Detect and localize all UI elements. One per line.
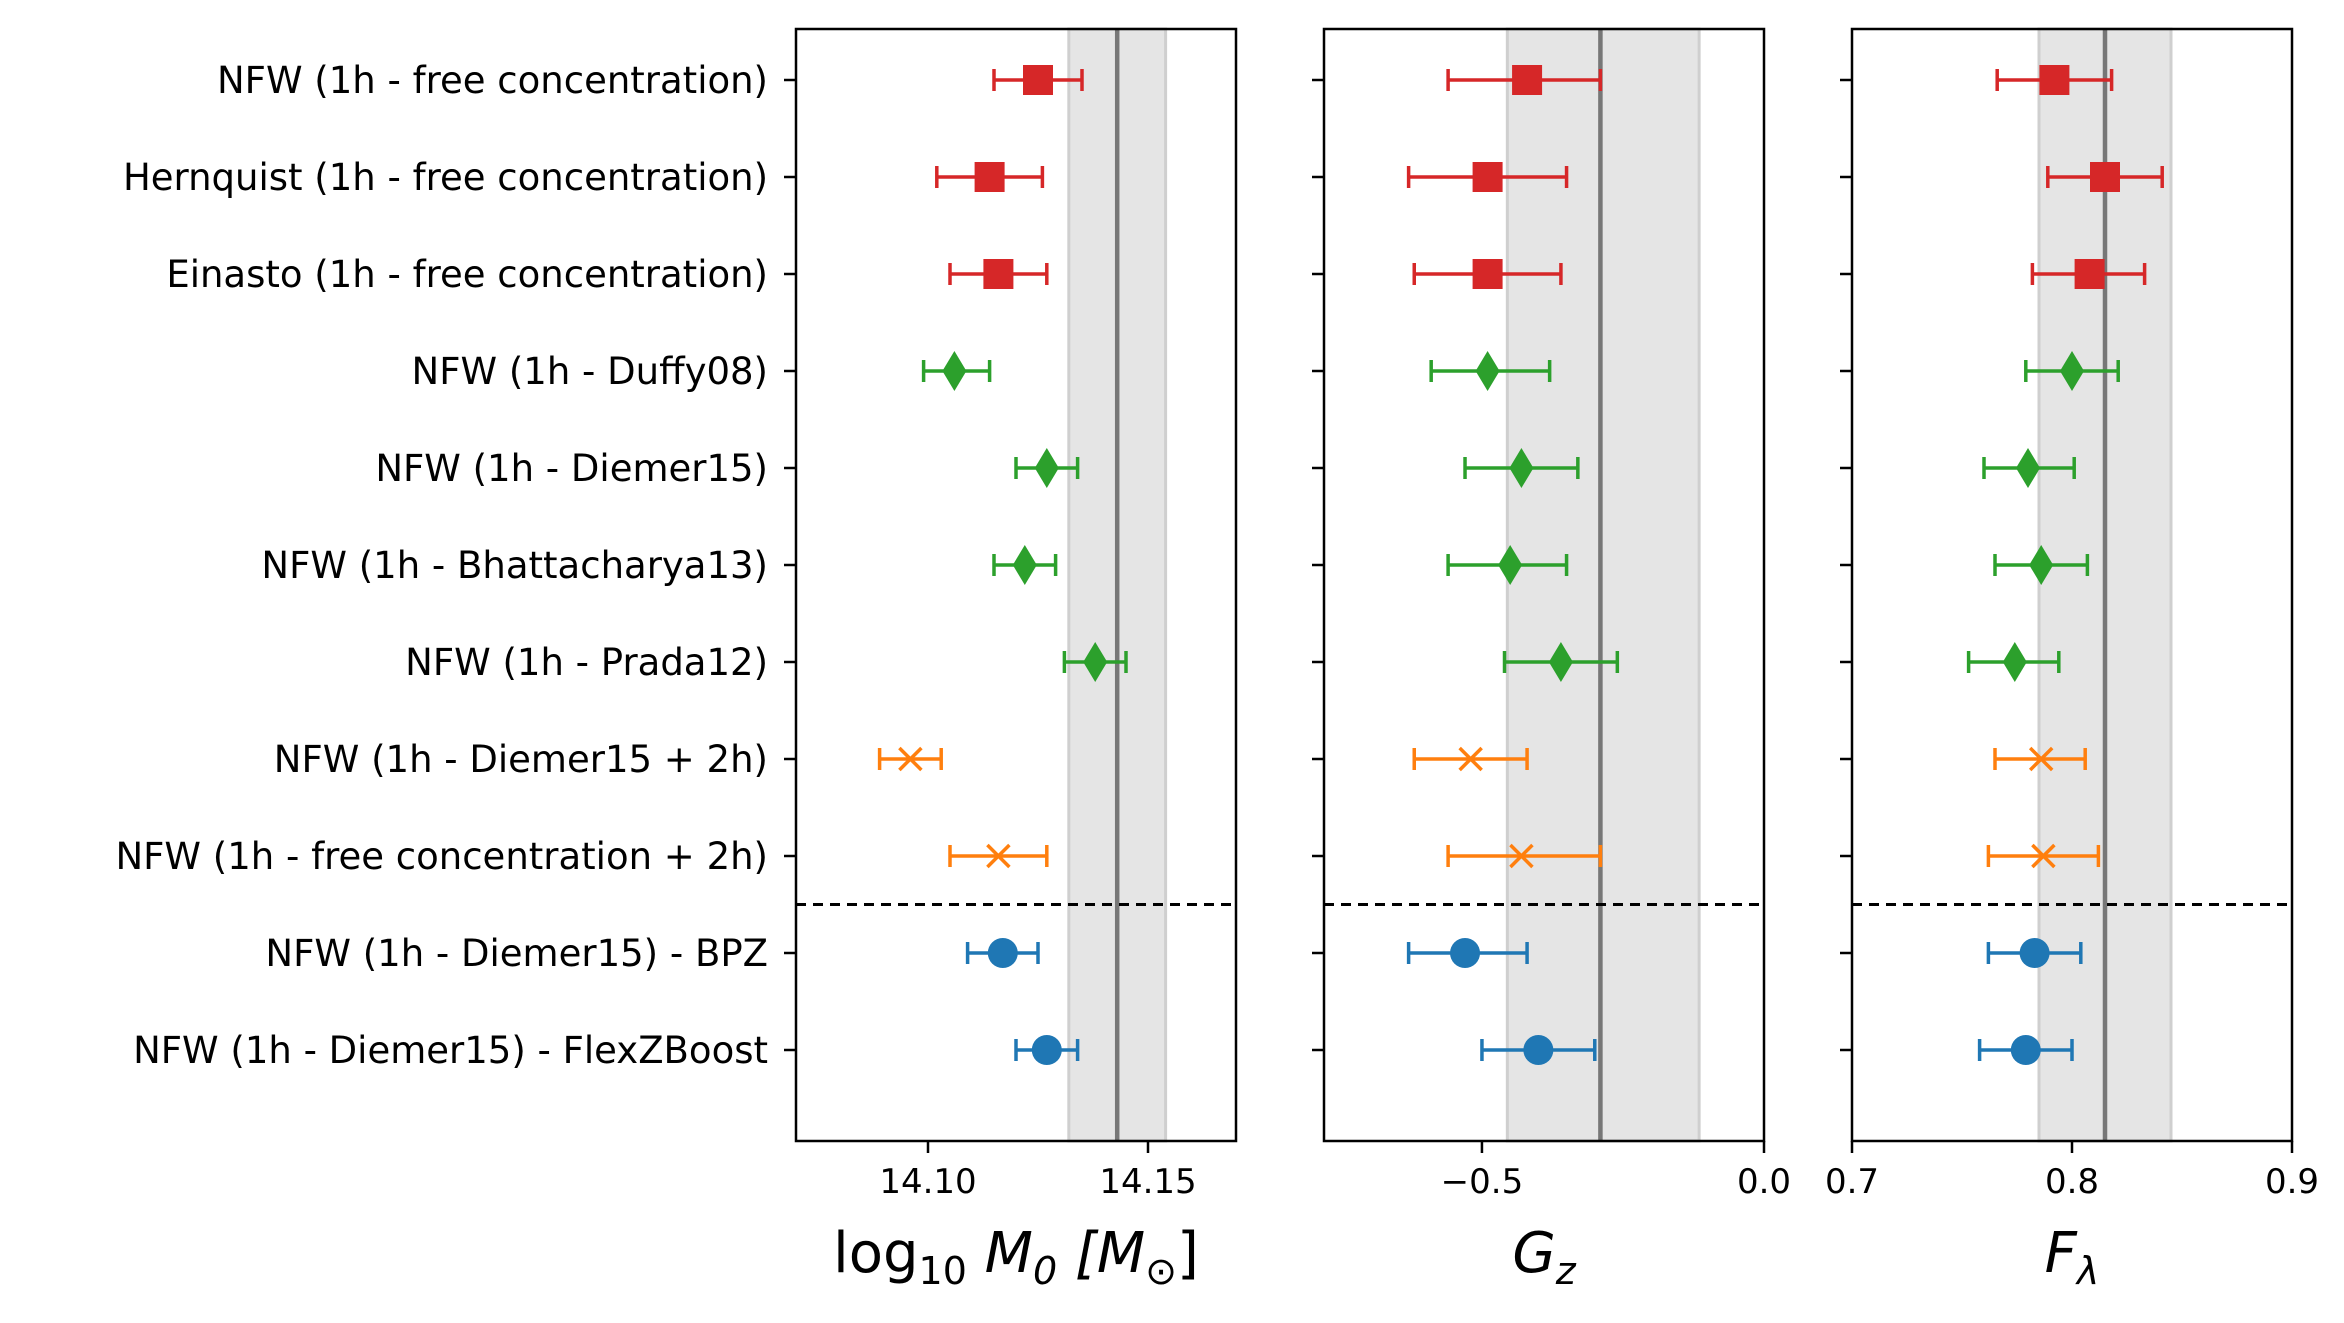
marker-diamond	[1498, 545, 1523, 585]
marker-x	[2028, 746, 2054, 772]
data-point	[1982, 448, 2076, 488]
row-label: NFW (1h - Bhattacharya13)	[261, 544, 768, 587]
marker-diamond	[1475, 351, 1500, 391]
row-label: NFW (1h - free concentration)	[217, 59, 768, 102]
marker-diamond	[2060, 351, 2084, 391]
data-point	[935, 162, 1045, 192]
marker-circle	[1450, 938, 1481, 968]
x-tick-label: 0.8	[2045, 1162, 2099, 1202]
marker-diamond	[1012, 545, 1037, 585]
data-point	[1014, 1035, 1080, 1065]
row-label: NFW (1h - Diemer15) - BPZ	[265, 932, 768, 975]
panel-3: 0.7 0.8 0.9 Fλ	[1825, 27, 2319, 1293]
row-label: NFW (1h - Diemer15) - FlexZBoost	[133, 1029, 768, 1072]
marker-square	[983, 259, 1014, 289]
x-tick-label: 14.10	[879, 1162, 976, 1202]
data-point	[2024, 351, 2120, 391]
marker-square	[1023, 65, 1053, 95]
data-point	[1412, 259, 1563, 289]
marker-circle	[987, 938, 1018, 968]
panel-2: −0.5 0.0 Gz	[1312, 27, 1791, 1293]
data-point	[1412, 746, 1529, 772]
data-point	[1062, 642, 1128, 682]
marker-diamond	[1509, 448, 1534, 488]
marker-diamond	[1034, 448, 1059, 488]
data-point	[1480, 1035, 1597, 1065]
marker-square	[1472, 162, 1503, 192]
marker-square	[1512, 65, 1543, 95]
data-point	[1446, 65, 1603, 95]
marker-diamond	[2029, 545, 2054, 585]
marker-square	[2039, 65, 2070, 95]
data-point	[1406, 938, 1529, 968]
marker-x	[898, 746, 923, 772]
data-point	[1977, 1035, 2074, 1065]
panel-1: 14.10 14.15 log10 M0 [M⊙]	[784, 27, 1238, 1293]
marker-square	[1472, 259, 1503, 289]
data-point	[965, 938, 1040, 968]
x-tick-label: 0.0	[1737, 1162, 1791, 1202]
marker-x	[1458, 746, 1483, 772]
data-point	[992, 545, 1058, 585]
data-point	[1966, 642, 2061, 682]
data-point	[1993, 746, 2087, 772]
marker-diamond	[1548, 642, 1573, 682]
x-tick-label: 14.15	[1099, 1162, 1196, 1202]
data-point	[1993, 545, 2090, 585]
marker-diamond	[2016, 448, 2040, 488]
data-point	[877, 746, 943, 772]
x-tick-label: 0.9	[2265, 1162, 2319, 1202]
data-point	[1995, 65, 2114, 95]
panel-frame	[794, 27, 1238, 1143]
row-label: NFW (1h - Duffy08)	[412, 350, 768, 393]
data-point	[948, 259, 1049, 289]
data-point	[1406, 162, 1569, 192]
data-point	[921, 351, 992, 391]
data-point	[1463, 448, 1580, 488]
data-point	[1446, 545, 1569, 585]
data-point	[1986, 843, 2101, 869]
x-axis-label: Fλ	[2045, 1221, 2100, 1293]
row-label: NFW (1h - Diemer15)	[375, 447, 768, 490]
x-tick-label: 0.7	[1825, 1162, 1879, 1202]
row-labels: NFW (1h - free concentration) Hernquist (…	[115, 59, 768, 1072]
marker-diamond	[942, 351, 967, 391]
marker-circle	[2019, 938, 2050, 968]
marker-square	[974, 162, 1005, 192]
data-point	[948, 843, 1049, 869]
row-label: Einasto (1h - free concentration)	[166, 253, 768, 296]
data-point	[992, 65, 1084, 95]
marker-square	[2074, 259, 2105, 289]
marker-x	[1509, 843, 1534, 869]
row-label: NFW (1h - Diemer15 + 2h)	[274, 738, 768, 781]
marker-diamond	[1083, 642, 1108, 682]
marker-x	[986, 843, 1011, 869]
marker-diamond	[2002, 642, 2027, 682]
data-point	[2046, 162, 2164, 192]
data-point	[1446, 843, 1603, 869]
marker-circle	[1031, 1035, 1062, 1065]
data-point	[1429, 351, 1552, 391]
reference-band	[1505, 27, 1701, 1143]
row-label: NFW (1h - free concentration + 2h)	[115, 835, 768, 878]
x-axis-label: Gz	[1512, 1221, 1576, 1293]
row-label: Hernquist (1h - free concentration)	[123, 156, 768, 199]
data-point	[1502, 642, 1620, 682]
data-point	[1014, 448, 1080, 488]
panel-frame	[1322, 27, 1766, 1143]
marker-circle	[1523, 1035, 1554, 1065]
data-point	[1986, 938, 2083, 968]
marker-x	[2031, 843, 2056, 869]
marker-circle	[2010, 1035, 2041, 1065]
row-label: NFW (1h - Prada12)	[405, 641, 768, 684]
x-axis-label: log10 M0 [M⊙]	[833, 1221, 1199, 1293]
data-point	[2030, 259, 2147, 289]
marker-square	[2090, 162, 2120, 192]
x-tick-label: −0.5	[1441, 1162, 1524, 1202]
